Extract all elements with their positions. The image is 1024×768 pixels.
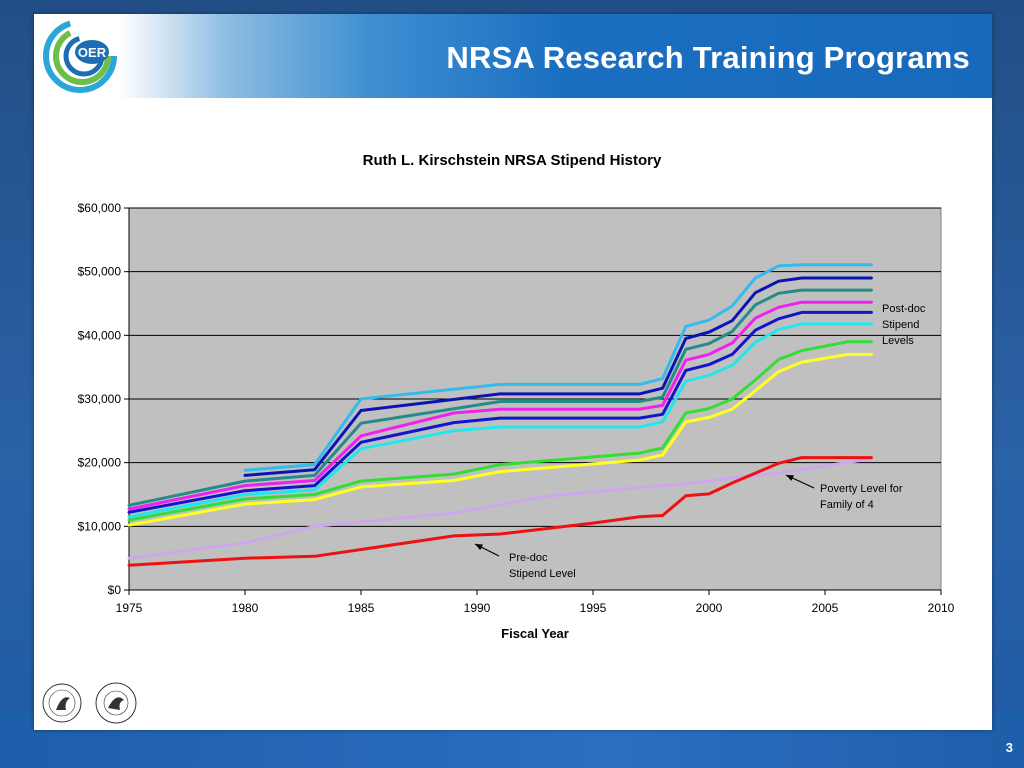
- series-line-9: [127, 457, 873, 560]
- annotation-text: Family of 4: [820, 499, 874, 511]
- oer-logo-icon: OER: [43, 19, 117, 93]
- x-tick-label: 2000: [696, 601, 723, 615]
- logo-text: OER: [78, 45, 107, 60]
- annotation-text: Pre-doc: [509, 552, 548, 564]
- annotation-text: Poverty Level for: [820, 483, 903, 495]
- stipend-history-chart: Ruth L. Kirschstein NRSA Stipend History…: [78, 152, 955, 641]
- chart-title: Ruth L. Kirschstein NRSA Stipend History: [363, 152, 662, 169]
- x-tick-label: 1975: [116, 601, 143, 615]
- series-line-10: [127, 456, 873, 567]
- series-line-6: [127, 322, 873, 519]
- x-tick-label: 1990: [464, 601, 491, 615]
- x-axis-label: Fiscal Year: [501, 626, 569, 641]
- predoc-arrow-head: [475, 544, 483, 551]
- series-line-3: [127, 288, 873, 507]
- series-line-8: [127, 352, 873, 527]
- y-tick-label: $30,000: [78, 392, 122, 406]
- agency-seals: [42, 682, 137, 724]
- x-tick-label: 1980: [232, 601, 259, 615]
- annotation-text: Stipend Level: [509, 568, 576, 580]
- y-tick-label: $40,000: [78, 328, 122, 342]
- nih-seal-icon: [95, 682, 137, 724]
- slide-header: [34, 14, 992, 98]
- x-tick-label: 2010: [928, 601, 955, 615]
- series-line-1: [243, 263, 873, 472]
- y-tick-label: $0: [108, 583, 122, 597]
- x-tick-label: 2005: [812, 601, 839, 615]
- annotation-text: Post-doc: [882, 303, 926, 315]
- page-number: 3: [1005, 740, 1013, 755]
- annotation-text: Stipend: [882, 319, 919, 331]
- poverty-arrow-head: [786, 475, 794, 481]
- series-line-4: [127, 300, 873, 511]
- y-tick-label: $10,000: [78, 519, 122, 533]
- page-title: NRSA Research Training Programs: [446, 40, 970, 75]
- y-tick-label: $60,000: [78, 201, 122, 215]
- series-line-5: [127, 310, 873, 514]
- x-tick-label: 1985: [348, 601, 375, 615]
- y-tick-label: $50,000: [78, 265, 122, 279]
- y-tick-label: $20,000: [78, 456, 122, 470]
- hhs-seal-icon: [42, 683, 82, 723]
- series-line-7: [127, 340, 873, 522]
- annotation-text: Levels: [882, 335, 914, 347]
- series-line-2: [243, 276, 873, 477]
- x-tick-label: 1995: [580, 601, 607, 615]
